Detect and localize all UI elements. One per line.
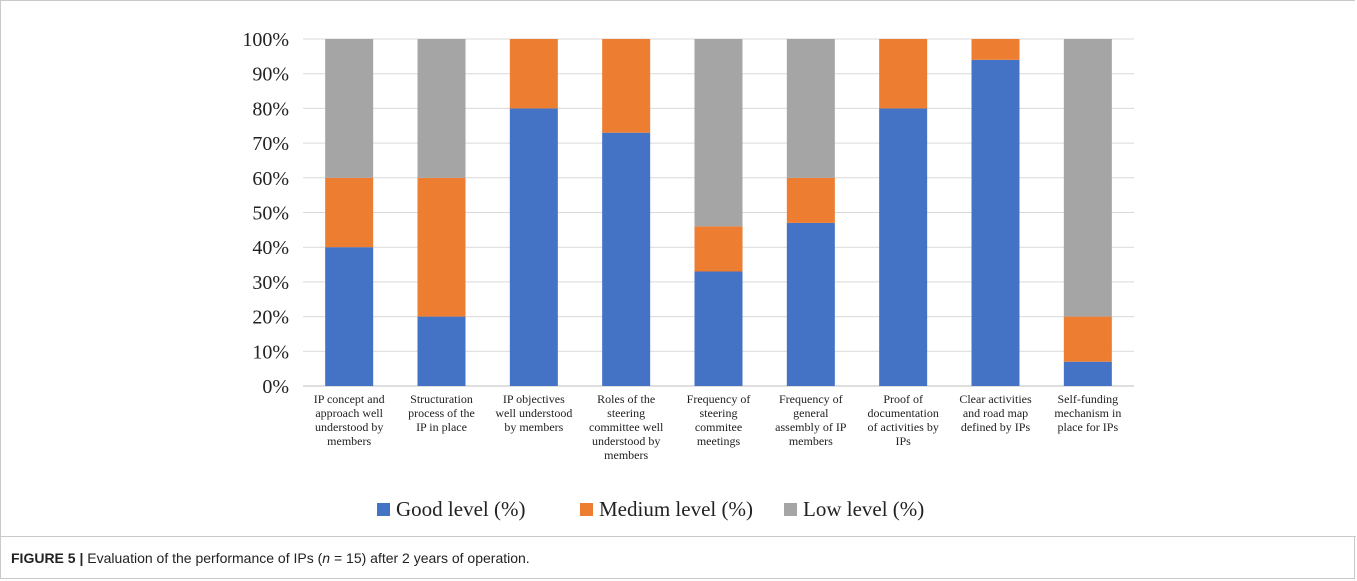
legend-swatch	[580, 503, 593, 516]
bar-segment-good	[417, 316, 466, 386]
bar-segment-good	[509, 108, 558, 387]
bar-segment-medium	[602, 39, 651, 133]
chart-container: 0% 10% 20% 30% 40% 50% 60% 70% 80% 90% 100% IP con…	[1, 1, 1356, 536]
bars	[325, 39, 1112, 387]
caption-divider	[1, 536, 1356, 537]
legend: Good level (%) Medium level (%) Low level …	[377, 497, 924, 521]
bar-segment-medium	[786, 177, 835, 223]
bar-segment-low	[1063, 39, 1112, 317]
x-category-label: Self-funding mechanism in place for IPs	[1054, 392, 1121, 434]
bar-segment-good	[879, 108, 928, 387]
x-category-label: IP objectives well understood by members	[495, 392, 572, 434]
x-category-label: Frequency of general assembly of IP members	[775, 392, 847, 448]
legend-swatch	[377, 503, 390, 516]
y-tick-label: 10%	[252, 341, 289, 363]
y-tick-label: 80%	[252, 98, 289, 120]
caption-label: FIGURE 5 |	[11, 550, 84, 566]
legend-swatch	[784, 503, 797, 516]
bar-segment-good	[602, 132, 651, 386]
bar-segment-medium	[325, 177, 374, 248]
caption-text-after: = 15) after 2 years of operation.	[330, 550, 530, 566]
y-axis-ticks: 0% 10% 20% 30% 40% 50% 60% 70% 80% 90% 100%	[242, 29, 289, 398]
stacked-bar-chart: 0% 10% 20% 30% 40% 50% 60% 70% 80% 90% 100% IP con…	[242, 29, 1134, 521]
bar-segment-low	[325, 39, 374, 178]
y-tick-label: 60%	[252, 168, 289, 190]
legend-label: Medium level (%)	[599, 497, 753, 521]
bar-segment-medium	[509, 39, 558, 109]
bar-segment-good	[1063, 361, 1112, 386]
bar-segment-medium	[694, 226, 743, 272]
bar-segment-medium	[879, 39, 928, 109]
x-category-label: Proof of documentation of activities by IPs	[868, 392, 939, 448]
x-axis-labels: IP concept and approach well understood by…	[314, 392, 1122, 462]
y-tick-label: 20%	[252, 307, 289, 329]
x-category-label: Roles of the steering committee well unders…	[589, 392, 664, 462]
y-tick-label: 70%	[252, 133, 289, 155]
caption-text-before: Evaluation of the performance of IPs (	[83, 550, 323, 566]
y-tick-label: 30%	[252, 272, 289, 294]
y-tick-label: 90%	[252, 64, 289, 86]
x-category-label: Frequency of steering commitee meetings	[687, 392, 751, 448]
bar-segment-medium	[417, 177, 466, 317]
legend-label: Good level (%)	[396, 497, 525, 521]
bar-segment-low	[786, 39, 835, 178]
x-category-label: Structuration process of the IP in place	[408, 392, 475, 434]
x-category-label: IP concept and approach well understood by…	[314, 392, 385, 448]
bar-segment-good	[694, 271, 743, 386]
bar-segment-medium	[971, 39, 1020, 60]
y-tick-label: 0%	[262, 376, 289, 398]
caption-n-symbol: n	[322, 550, 331, 566]
bar-segment-good	[971, 59, 1020, 386]
legend-label: Low level (%)	[803, 497, 924, 521]
bar-segment-good	[325, 247, 374, 386]
y-tick-label: 50%	[252, 203, 289, 225]
bar-segment-medium	[1063, 316, 1112, 362]
y-tick-label: 40%	[252, 237, 289, 259]
bar-segment-good	[786, 222, 835, 386]
y-tick-label: 100%	[242, 29, 289, 51]
figure-caption: FIGURE 5 | Evaluation of the performance…	[11, 550, 1341, 566]
x-category-label: Clear activities and road map defined by I…	[959, 392, 1032, 434]
bar-segment-low	[694, 39, 743, 227]
bar-segment-low	[417, 39, 466, 178]
